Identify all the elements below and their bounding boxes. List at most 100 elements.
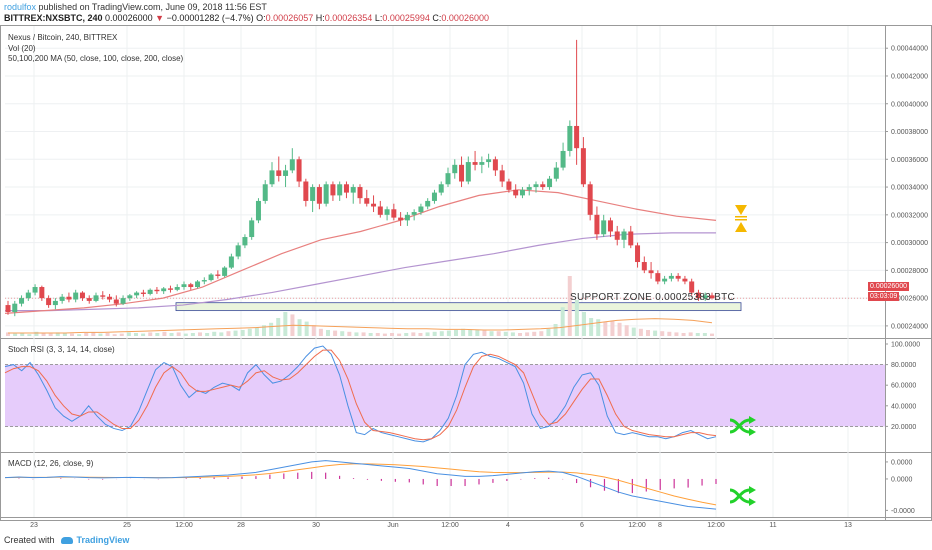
candle-body — [635, 245, 641, 263]
stoch-d-line — [4, 349, 717, 441]
candle-body — [614, 231, 620, 240]
time-tick-label: 23 — [30, 522, 38, 529]
candle-body — [655, 273, 661, 282]
volume-bar — [546, 328, 551, 336]
volume-bar — [13, 333, 18, 336]
candle-body — [147, 289, 153, 294]
down-arrow-icon — [735, 205, 747, 215]
volume-bar — [411, 332, 416, 336]
candle-body — [641, 262, 647, 271]
candle-body — [188, 284, 194, 288]
time-tick-label: Jun — [387, 522, 398, 529]
volume-bar — [98, 333, 103, 336]
candle-body — [567, 125, 573, 151]
volume-bar — [276, 318, 281, 336]
candle-body — [709, 295, 715, 299]
volume-bar — [674, 332, 679, 336]
volume-bar — [553, 324, 558, 336]
macd-signal-line — [4, 463, 717, 506]
candle-body — [276, 170, 282, 176]
volume-bar — [269, 322, 274, 336]
candle-body — [12, 303, 18, 313]
volume-bar — [631, 327, 636, 336]
candle-body — [222, 267, 228, 276]
volume-bar — [461, 328, 466, 336]
volume-bar — [681, 333, 686, 336]
candle-body — [86, 298, 92, 301]
volume-bar — [418, 333, 423, 336]
close-value: 0.00026000 — [441, 13, 489, 23]
candle-body — [303, 181, 309, 201]
candle-body — [506, 181, 512, 190]
volume-bar — [539, 331, 544, 336]
author-link[interactable]: rodulfox — [4, 2, 37, 12]
time-tick-label: 12:00 — [175, 522, 193, 529]
low-value: 0.00025994 — [382, 13, 430, 23]
candle-body — [695, 292, 701, 299]
volume-bar — [489, 331, 494, 336]
candle-body — [607, 220, 613, 232]
volume-bar — [20, 333, 25, 336]
candle-body — [533, 184, 539, 188]
volume-bar — [297, 319, 302, 336]
volume-bar — [318, 328, 323, 336]
volume-bar — [610, 320, 615, 336]
volume-bar — [262, 325, 266, 336]
volume-bar — [646, 330, 650, 336]
tradingview-logo-icon — [60, 537, 73, 545]
volume-bar — [6, 332, 10, 336]
up-arrow-icon — [735, 222, 747, 232]
candle-body — [486, 159, 492, 163]
volume-bar — [390, 333, 394, 336]
stoch-tick-label: 60.0000 — [891, 383, 916, 390]
price-tick-label: 0.00034000 — [891, 185, 928, 192]
volume-bar — [368, 333, 373, 336]
candle-body — [113, 299, 119, 304]
volume-bar — [41, 333, 46, 336]
price-tick-label: 0.00024000 — [891, 323, 928, 330]
time-tick-label: 25 — [123, 522, 131, 529]
macd-crossover-icon-head — [749, 486, 756, 494]
volume-bar — [446, 330, 451, 336]
candle-body — [384, 209, 390, 215]
price-tick-label: 0.00042000 — [891, 73, 928, 80]
volume-bar — [304, 321, 309, 336]
volume-bar — [525, 332, 530, 336]
candle-body — [553, 167, 559, 179]
tradingview-brand[interactable]: TradingView — [76, 535, 130, 545]
stoch-legend: Stoch RSI (3, 3, 14, 14, close) — [8, 345, 115, 354]
volume-bar — [589, 318, 594, 336]
candle-body — [425, 200, 431, 207]
volume-ma-line — [8, 318, 713, 334]
candle-body — [648, 270, 654, 274]
volume-bar — [496, 331, 501, 336]
arrow-bar — [735, 216, 747, 218]
close-label: C: — [432, 13, 442, 23]
volume-bar — [176, 332, 181, 336]
candle-body — [391, 209, 397, 218]
low-label: L: — [374, 13, 383, 23]
price-tick-label: 0.00032000 — [891, 212, 928, 219]
stoch-crossover-icon-head — [749, 428, 756, 436]
candle-body — [5, 305, 11, 313]
volume-bar — [333, 330, 338, 336]
candle-body — [161, 288, 167, 292]
time-tick-label: 12:00 — [628, 522, 646, 529]
stoch-crossover-icon — [729, 418, 751, 434]
volume-bar — [454, 330, 458, 336]
candle-body — [371, 203, 377, 207]
time-tick-label: 13 — [844, 522, 852, 529]
candle-body — [411, 212, 417, 215]
time-tick-label: 4 — [506, 522, 510, 529]
candle-body — [357, 187, 363, 199]
candle-body — [540, 184, 546, 188]
macd-crossover-icon — [729, 488, 751, 504]
volume-bar — [148, 332, 153, 336]
candle-body — [208, 274, 214, 281]
candle-body — [459, 164, 465, 182]
candle-body — [668, 275, 674, 279]
volume-bar — [112, 334, 117, 336]
candle-body — [689, 281, 695, 293]
candle-body — [120, 298, 126, 304]
